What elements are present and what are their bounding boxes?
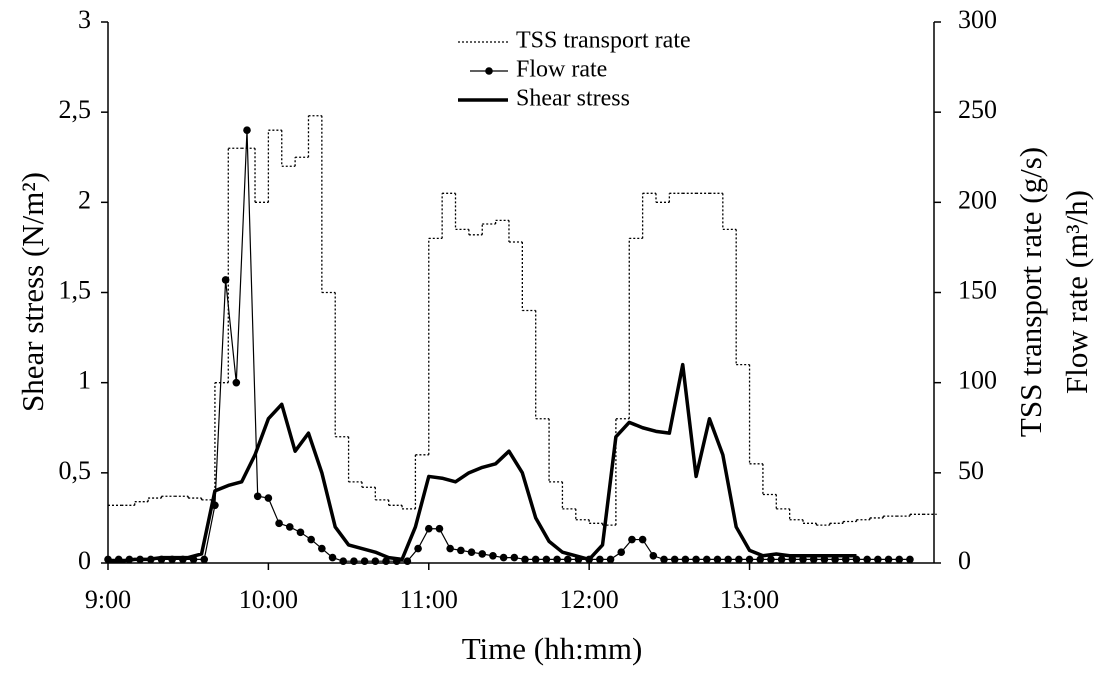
y2-axis-label: TSS transport rate (g/s): [1013, 147, 1048, 437]
flow-marker: [596, 555, 604, 564]
x-tick-label: 9:00: [85, 585, 131, 614]
flow-marker: [874, 555, 882, 564]
flow-line: [108, 130, 910, 562]
flow-marker: [531, 555, 540, 564]
flow-marker: [906, 555, 914, 564]
legend-label: Shear stress: [516, 86, 630, 112]
flow-marker: [360, 557, 369, 565]
flow-marker: [253, 492, 262, 501]
flow-marker: [735, 555, 743, 564]
flow-marker: [318, 544, 326, 553]
flow-marker: [307, 535, 315, 544]
y-tick-label: 0: [78, 546, 91, 575]
flow-marker: [692, 555, 700, 564]
x-tick-label: 12:00: [560, 585, 619, 614]
y-tick-label: 2,5: [59, 95, 92, 124]
flow-marker: [200, 555, 209, 564]
y2-tick-label: 100: [958, 366, 997, 395]
y2-tick-label: 250: [958, 95, 997, 124]
flow-marker: [756, 555, 765, 564]
y-tick-label: 1,5: [59, 275, 92, 304]
flow-marker: [403, 557, 412, 565]
flow-marker: [478, 550, 487, 558]
flow-marker: [221, 276, 230, 284]
flow-marker: [424, 524, 433, 533]
flow-marker: [521, 555, 529, 564]
flow-marker: [863, 555, 871, 564]
y-tick-label: 2: [78, 185, 91, 214]
y-tick-label: 0,5: [59, 456, 92, 485]
y-tick-label: 1: [78, 366, 91, 395]
flow-marker: [328, 553, 337, 562]
y2-tick-label: 150: [958, 275, 997, 304]
flow-marker: [542, 555, 551, 564]
y-axis-label: Shear stress (N/m²): [15, 172, 50, 412]
flow-marker: [553, 555, 561, 564]
flow-marker: [702, 555, 711, 564]
flow-marker: [563, 555, 572, 564]
flow-marker: [777, 555, 786, 564]
shear-line: [108, 362, 857, 563]
legend-swatch: [485, 67, 493, 75]
y2-tick-label: 300: [958, 5, 997, 34]
flow-marker: [489, 551, 497, 560]
flow-marker: [467, 548, 476, 556]
flow-marker: [350, 557, 358, 565]
y2-tick-label: 0: [958, 546, 971, 575]
y2-tick-label: 200: [958, 185, 997, 214]
flow-marker: [606, 555, 615, 564]
x-axis-label: Time (hh:mm): [462, 631, 643, 666]
x-tick-label: 10:00: [239, 585, 298, 614]
flow-marker: [243, 126, 251, 134]
flow-marker: [745, 555, 754, 564]
flow-marker: [649, 551, 658, 560]
flow-marker: [713, 555, 722, 564]
flow-marker: [670, 555, 679, 564]
flow-marker: [285, 523, 294, 531]
flow-marker: [638, 535, 647, 544]
y2-axis-label: Flow rate (m³/h): [1059, 190, 1094, 394]
flow-marker: [628, 535, 636, 544]
flow-marker: [457, 546, 465, 555]
y-tick-label: 3: [78, 5, 91, 34]
x-tick-label: 11:00: [400, 585, 458, 614]
legend-label: Flow rate: [516, 57, 607, 83]
legend-label: TSS transport rate: [516, 28, 691, 54]
flow-marker: [681, 555, 690, 564]
flow-marker: [895, 555, 904, 564]
flow-marker: [446, 544, 454, 553]
flow-marker: [884, 555, 893, 564]
flow-marker: [499, 553, 508, 562]
flow-marker: [617, 548, 626, 556]
flow-marker: [767, 555, 775, 564]
flow-marker: [296, 528, 305, 537]
flow-marker: [414, 544, 422, 553]
flow-marker: [264, 494, 273, 502]
flow-marker: [435, 524, 444, 533]
flow-marker: [382, 557, 390, 565]
flow-marker: [724, 555, 732, 564]
flow-marker: [371, 557, 380, 565]
flow-marker: [232, 378, 241, 387]
flow-marker: [339, 557, 348, 565]
x-tick-label: 13:00: [720, 585, 779, 614]
y2-tick-label: 50: [958, 456, 984, 485]
flow-marker: [510, 553, 519, 562]
flow-marker: [660, 555, 668, 564]
flow-marker: [275, 519, 283, 528]
